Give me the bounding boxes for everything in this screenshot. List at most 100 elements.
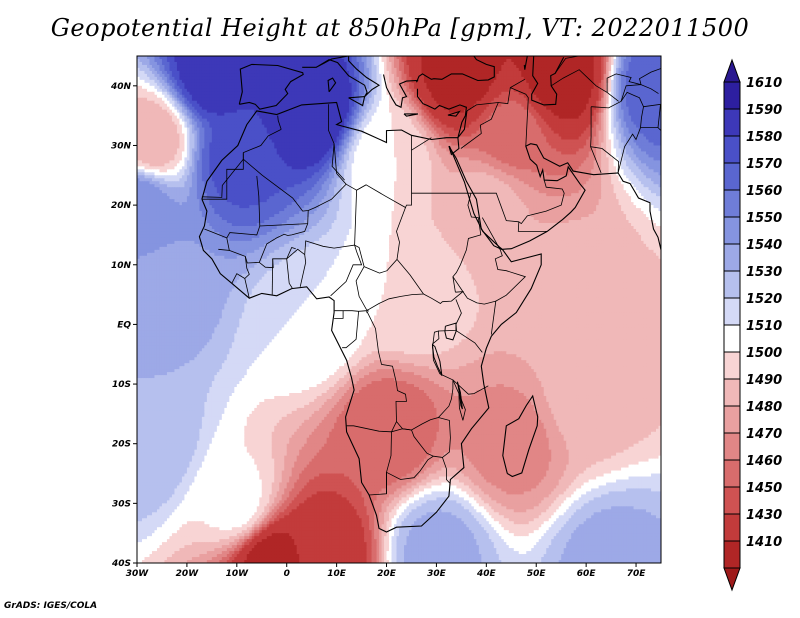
- field-cell: [309, 58, 313, 63]
- field-cell: [413, 61, 418, 66]
- field-cell: [204, 67, 208, 72]
- field-cell: [166, 79, 171, 84]
- field-cell: [488, 61, 492, 66]
- field-cell: [336, 67, 340, 72]
- field-cell: [156, 56, 161, 60]
- field-cell: [521, 70, 525, 75]
- field-cell: [326, 61, 330, 66]
- field-cell: [281, 79, 285, 84]
- field-cell: [259, 64, 263, 69]
- field-cell: [164, 79, 168, 84]
- field-cell: [586, 82, 590, 87]
- field-cell: [299, 56, 303, 60]
- field-cell: [206, 58, 210, 63]
- field-cell: [603, 64, 607, 69]
- field-cell: [276, 79, 280, 84]
- field-cell: [453, 64, 457, 69]
- field-cell: [648, 58, 652, 63]
- field-cell: [221, 61, 225, 66]
- field-cell: [137, 64, 141, 69]
- field-cell: [543, 70, 547, 75]
- field-cell: [428, 67, 433, 72]
- field-cell: [471, 61, 475, 66]
- field-cell: [264, 67, 268, 72]
- field-cell: [636, 67, 640, 72]
- field-cell: [518, 82, 522, 87]
- field-cell: [623, 64, 627, 69]
- field-cell: [289, 70, 293, 75]
- field-cell: [369, 58, 373, 63]
- field-cell: [513, 70, 517, 75]
- field-cell: [573, 73, 577, 78]
- field-cell: [159, 58, 163, 63]
- field-cell: [181, 79, 186, 84]
- field-cell: [538, 64, 542, 69]
- field-cell: [319, 79, 323, 84]
- field-cell: [349, 76, 353, 81]
- field-cell: [433, 70, 438, 75]
- field-cell: [481, 82, 485, 87]
- field-cell: [561, 64, 565, 69]
- field-cell: [643, 67, 647, 72]
- field-cell: [151, 85, 156, 90]
- field-cell: [264, 56, 268, 60]
- field-cell: [513, 61, 517, 66]
- field-cell: [301, 82, 305, 87]
- field-cell: [593, 76, 597, 81]
- field-cell: [571, 56, 575, 60]
- field-cell: [621, 58, 625, 63]
- field-cell: [376, 76, 380, 81]
- field-cell: [496, 61, 500, 66]
- field-cell: [623, 70, 627, 75]
- field-cell: [438, 56, 443, 60]
- field-cell: [441, 70, 445, 75]
- field-cell: [618, 56, 622, 60]
- field-cell: [451, 70, 455, 75]
- field-cell: [643, 79, 647, 84]
- field-cell: [453, 70, 457, 75]
- field-cell: [291, 76, 295, 81]
- field-cell: [516, 64, 520, 69]
- field-cell: [636, 70, 640, 75]
- field-cell: [394, 70, 398, 75]
- field-cell: [418, 61, 423, 66]
- field-cell: [428, 79, 433, 84]
- field-cell: [471, 70, 475, 75]
- field-cell: [161, 64, 166, 69]
- field-cell: [451, 58, 455, 63]
- field-cell: [266, 73, 270, 78]
- field-cell: [209, 64, 213, 69]
- field-cell: [174, 70, 178, 75]
- field-cell: [381, 64, 385, 69]
- field-cell: [506, 61, 510, 66]
- field-cell: [399, 73, 403, 78]
- field-cell: [151, 61, 156, 66]
- field-cell: [406, 82, 410, 87]
- field-cell: [204, 61, 208, 66]
- field-cell: [481, 56, 485, 60]
- field-cell: [336, 70, 340, 75]
- field-cell: [221, 70, 225, 75]
- field-cell: [389, 61, 393, 66]
- field-cell: [169, 76, 173, 81]
- field-cell: [176, 70, 181, 75]
- field-cell: [648, 79, 652, 84]
- field-cell: [536, 76, 540, 81]
- field-cell: [631, 73, 635, 78]
- field-cell: [651, 70, 655, 75]
- field-cell: [401, 61, 405, 66]
- field-cell: [498, 73, 502, 78]
- field-cell: [309, 64, 313, 69]
- field-cell: [166, 82, 171, 87]
- field-cell: [296, 76, 300, 81]
- field-cell: [588, 67, 592, 72]
- field-cell: [516, 76, 520, 81]
- field-cell: [481, 79, 485, 84]
- field-cell: [149, 58, 153, 63]
- field-cell: [611, 82, 615, 87]
- field-cell: [578, 67, 582, 72]
- field-cell: [583, 76, 587, 81]
- field-cell: [269, 79, 273, 84]
- field-cell: [274, 58, 278, 63]
- field-cell: [431, 73, 435, 78]
